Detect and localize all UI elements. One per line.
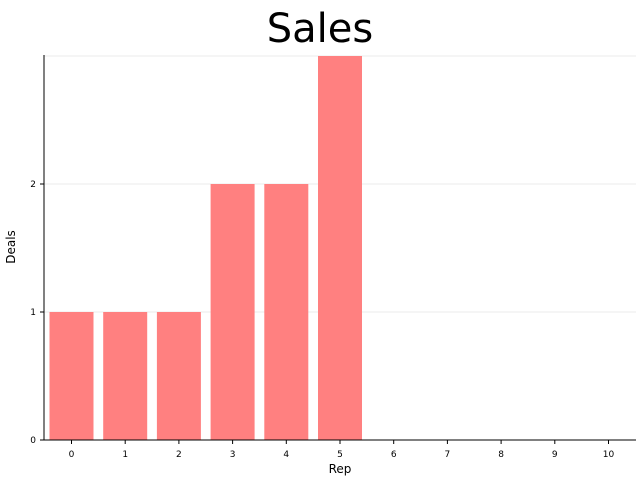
y-tick-label: 1 <box>30 308 36 318</box>
y-tick-label: 2 <box>30 180 36 190</box>
chart-title: Sales <box>267 6 373 52</box>
bar <box>103 312 148 440</box>
bar <box>210 184 255 440</box>
x-axis-label: Rep <box>329 462 352 476</box>
bar <box>156 312 201 440</box>
x-tick-label: 3 <box>230 450 236 460</box>
x-tick-label: 9 <box>552 450 558 460</box>
x-tick-label: 1 <box>122 450 128 460</box>
x-tick-label: 7 <box>445 450 451 460</box>
x-tick-label: 2 <box>176 450 182 460</box>
x-ticks: 0 1 2 3 4 5 6 7 8 9 10 <box>69 440 615 460</box>
x-tick-label: 6 <box>391 450 397 460</box>
x-tick-label: 5 <box>337 450 343 460</box>
x-tick-label: 10 <box>603 450 615 460</box>
y-axis-label: Deals <box>4 230 18 264</box>
x-tick-label: 0 <box>69 450 75 460</box>
x-tick-label: 8 <box>498 450 504 460</box>
y-ticks: 0 1 2 <box>30 180 44 446</box>
x-tick-label: 4 <box>283 450 289 460</box>
bar <box>264 184 309 440</box>
bar <box>49 312 94 440</box>
y-tick-label: 0 <box>30 436 36 446</box>
bar <box>318 56 362 440</box>
bars-layer <box>49 56 362 440</box>
